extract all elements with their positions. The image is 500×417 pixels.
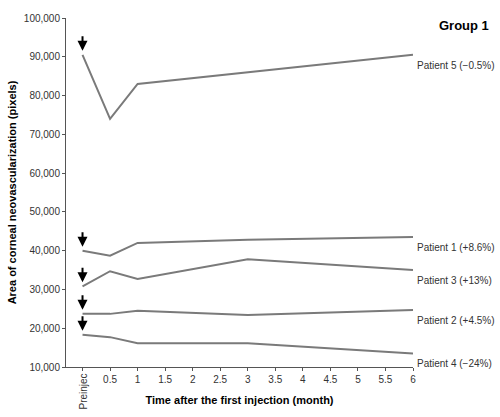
svg-text:1: 1 xyxy=(135,374,141,385)
svg-text:Patient 4 (−24%): Patient 4 (−24%) xyxy=(417,358,492,369)
svg-text:5.5: 5.5 xyxy=(379,374,393,385)
svg-text:Group 1: Group 1 xyxy=(439,18,489,33)
svg-text:5: 5 xyxy=(355,374,361,385)
svg-text:Patient 1 (+8.6%): Patient 1 (+8.6%) xyxy=(417,242,495,253)
svg-text:Time after the first injection: Time after the first injection (month) xyxy=(145,394,333,406)
svg-text:100,000: 100,000 xyxy=(24,13,61,24)
svg-text:4.5: 4.5 xyxy=(323,374,337,385)
svg-text:20,000: 20,000 xyxy=(29,323,60,334)
svg-text:30,000: 30,000 xyxy=(29,284,60,295)
svg-text:Area of corneal neovasculariza: Area of corneal neovascularization (pixe… xyxy=(6,80,18,304)
svg-text:6: 6 xyxy=(410,374,416,385)
svg-text:90,000: 90,000 xyxy=(29,51,60,62)
svg-text:4: 4 xyxy=(300,374,306,385)
svg-text:Preinjec: Preinjec xyxy=(78,373,89,409)
svg-text:40,000: 40,000 xyxy=(29,245,60,256)
svg-text:50,000: 50,000 xyxy=(29,206,60,217)
svg-text:2.5: 2.5 xyxy=(213,374,227,385)
svg-text:3.5: 3.5 xyxy=(268,374,282,385)
svg-text:70,000: 70,000 xyxy=(29,129,60,140)
svg-text:2: 2 xyxy=(190,374,196,385)
svg-text:Patient 2 (+4.5%): Patient 2 (+4.5%) xyxy=(417,315,495,326)
svg-text:60,000: 60,000 xyxy=(29,168,60,179)
svg-text:Patient 5 (−0.5%): Patient 5 (−0.5%) xyxy=(417,60,495,71)
svg-text:80,000: 80,000 xyxy=(29,90,60,101)
svg-text:0.5: 0.5 xyxy=(103,374,117,385)
svg-text:Patient 3 (+13%): Patient 3 (+13%) xyxy=(417,275,492,286)
svg-text:1.5: 1.5 xyxy=(158,374,172,385)
svg-text:10,000: 10,000 xyxy=(29,362,60,373)
svg-text:3: 3 xyxy=(245,374,251,385)
